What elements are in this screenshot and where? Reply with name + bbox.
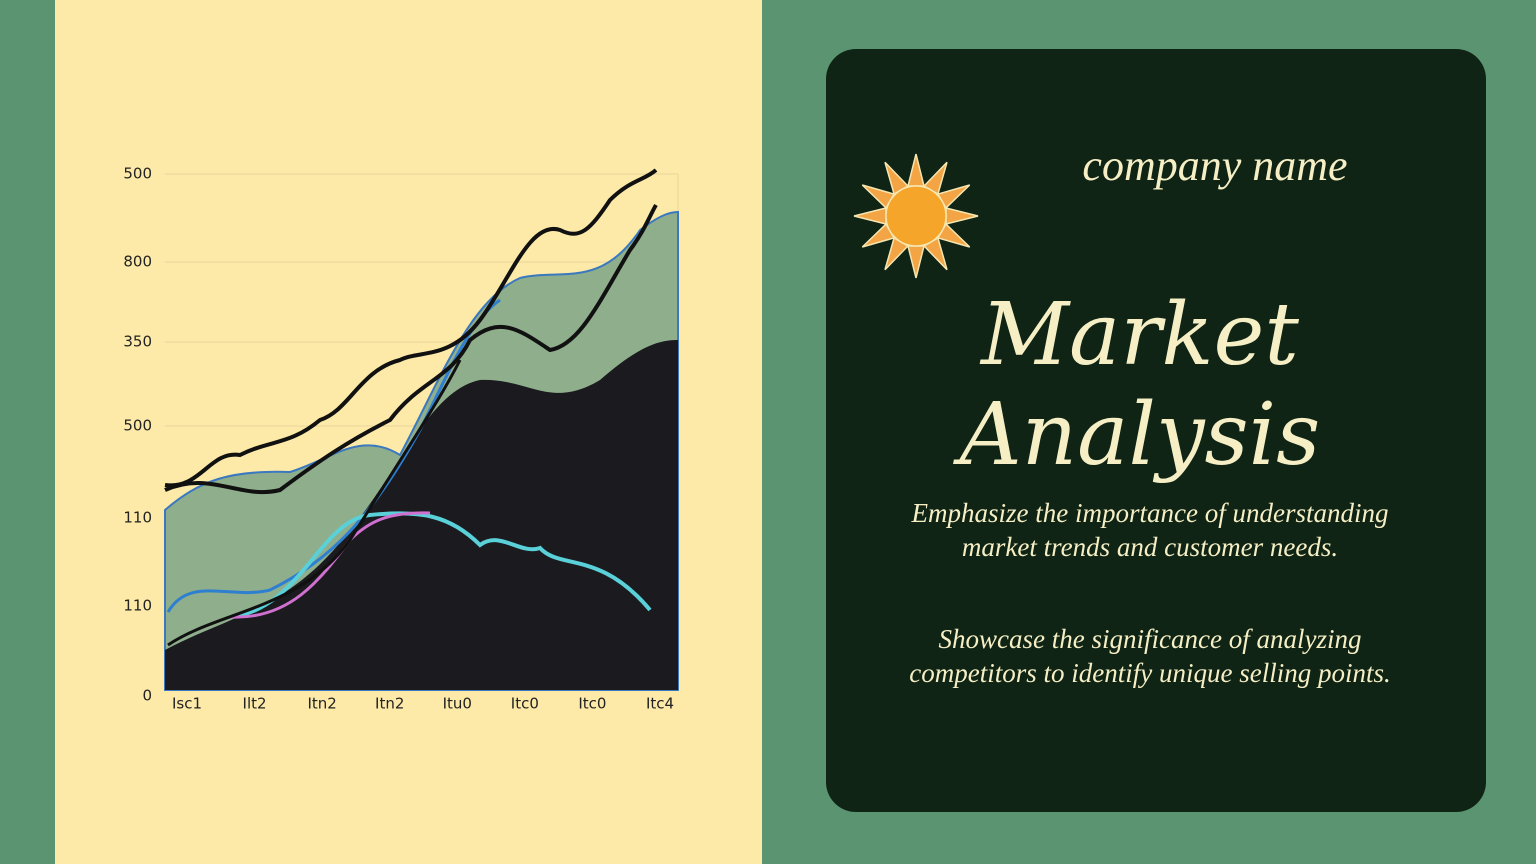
y-label: 110 xyxy=(123,509,152,527)
y-label: 110 xyxy=(123,597,152,615)
line-black-1 xyxy=(164,168,658,488)
y-label: 350 xyxy=(123,333,152,351)
y-label: 500 xyxy=(123,417,152,435)
company-name: company name xyxy=(1082,141,1348,190)
x-label: Isc1 xyxy=(172,695,202,713)
x-label: Itn2 xyxy=(375,695,404,713)
x-label: Itc0 xyxy=(578,695,606,713)
x-label: Itc4 xyxy=(646,695,674,713)
line-black-3 xyxy=(167,359,462,647)
line-cyan xyxy=(229,511,652,619)
x-label: Itc0 xyxy=(511,695,539,713)
slide-title: Market Analysis xyxy=(959,285,1321,485)
y-label: 800 xyxy=(123,253,152,271)
x-label: Itn2 xyxy=(307,695,336,713)
line-blue xyxy=(166,298,501,613)
line-black-2 xyxy=(164,203,658,495)
y-label: 0 xyxy=(142,687,152,705)
paragraph: Showcase the significance of analyzing c… xyxy=(909,624,1391,688)
paragraph: Emphasize the importance of understandin… xyxy=(911,498,1389,562)
x-label: Ilt2 xyxy=(243,695,267,713)
y-label: 500 xyxy=(123,165,152,183)
x-label: Itu0 xyxy=(443,695,472,713)
